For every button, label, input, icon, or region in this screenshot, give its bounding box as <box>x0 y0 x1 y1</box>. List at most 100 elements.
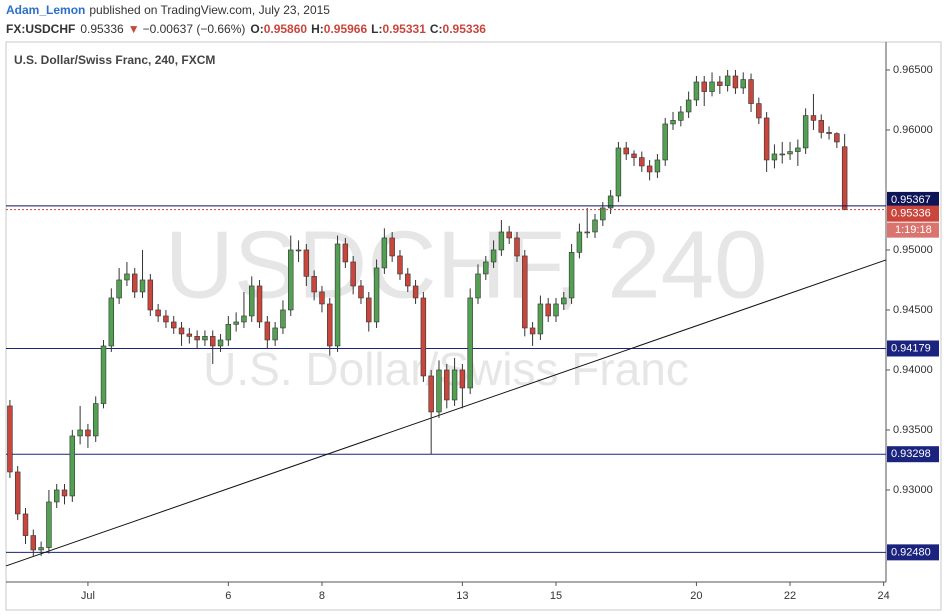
candle-body <box>717 81 723 86</box>
price-tag <box>887 205 939 222</box>
candle-body <box>748 79 754 104</box>
candle-body <box>756 103 762 119</box>
candle-body <box>802 115 809 149</box>
candle-body <box>100 345 107 404</box>
header-line: Adam_Lemon published on TradingView.com, … <box>6 3 330 17</box>
candle-body <box>77 429 83 437</box>
candle-body <box>249 285 255 317</box>
y-tick-label: 0.96000 <box>893 124 933 136</box>
candle-body <box>412 285 419 299</box>
candle-body <box>607 195 614 209</box>
symbol: FX:USDCHF <box>6 22 75 36</box>
candle-body <box>256 285 263 323</box>
candle-body <box>303 249 310 277</box>
author[interactable]: Adam_Lemon <box>6 3 85 17</box>
candle-body <box>22 513 29 536</box>
candle-body <box>46 501 52 548</box>
candle-body <box>459 369 466 389</box>
price-tag <box>887 544 939 561</box>
candle-body <box>740 79 746 89</box>
low: 0.95331 <box>382 22 426 36</box>
arrow: ▼ <box>128 22 140 36</box>
x-tick-label: 22 <box>784 590 796 602</box>
candle-body <box>217 339 224 347</box>
candle-body <box>451 369 458 401</box>
candle-body <box>69 435 76 497</box>
price-tag <box>887 446 939 463</box>
candle-body <box>600 207 606 221</box>
candle-body <box>506 231 512 239</box>
candle-body <box>498 231 505 251</box>
candle-body <box>639 157 645 167</box>
candle-body <box>272 327 278 341</box>
candle-body <box>771 153 778 161</box>
candle-body <box>529 327 536 335</box>
candle-body <box>662 123 668 161</box>
candle-body <box>763 117 770 161</box>
l-label: L: <box>371 22 382 36</box>
candle-body <box>334 243 341 347</box>
candle-body <box>795 147 801 152</box>
candle-body <box>14 471 21 515</box>
candle-body <box>178 327 185 335</box>
candle-body <box>779 153 785 156</box>
candle-body <box>444 369 450 401</box>
x-tick-label: 8 <box>319 590 325 602</box>
candle-body <box>202 336 208 341</box>
candle-body <box>514 237 520 257</box>
candle-body <box>139 279 146 293</box>
last: 0.95336 <box>80 22 124 36</box>
candle-body <box>288 249 294 311</box>
candle-body <box>319 291 325 305</box>
watermark-symbol: USDCHF, 240 <box>165 211 768 318</box>
chart-title: U.S. Dollar/Swiss Franc, 240, FXCM <box>14 53 215 67</box>
candle-body <box>615 147 622 197</box>
published: published on TradingView.com, July 23, 2… <box>89 3 330 17</box>
y-tick-label: 0.93500 <box>893 424 933 436</box>
price-tag-label: 0.92480 <box>891 546 931 558</box>
candle-body <box>701 81 707 92</box>
candle-body <box>381 237 388 269</box>
candle-body <box>646 165 653 173</box>
candle-body <box>732 75 739 89</box>
candle-body <box>787 151 793 155</box>
countdown: 1:19:18 <box>895 224 932 236</box>
price-tag-label: 0.95367 <box>891 194 931 206</box>
candle-body <box>155 309 161 317</box>
candle-body <box>116 279 122 299</box>
candle-body <box>7 405 13 473</box>
candle-body <box>38 547 44 551</box>
quote-line: FX:USDCHF 0.95336 ▼ −0.00637 (−0.66%) O:0.95… <box>6 22 486 36</box>
candle-body <box>678 111 684 121</box>
candle-body <box>163 315 169 323</box>
candle-body <box>483 261 489 275</box>
close: 0.95336 <box>443 22 487 36</box>
candle-body <box>561 297 567 305</box>
candle-body <box>194 336 200 341</box>
candle-body <box>592 219 598 233</box>
candle-body <box>420 297 427 377</box>
candle-body <box>724 75 731 86</box>
trend-line <box>5 259 887 567</box>
candle-body <box>841 146 848 210</box>
candle-body <box>108 297 115 347</box>
candle-body <box>405 273 411 287</box>
y-tick-label: 0.94000 <box>893 364 933 376</box>
x-tick-label: 24 <box>878 590 890 602</box>
candle-body <box>389 237 395 257</box>
price-tag <box>887 191 939 208</box>
candle-body <box>428 375 434 413</box>
candle-body <box>210 336 216 347</box>
y-tick-label: 0.95000 <box>893 244 933 256</box>
candle-body <box>818 120 824 133</box>
candle-body <box>623 147 629 155</box>
y-tick-label: 0.96500 <box>893 64 933 76</box>
change: −0.00637 (−0.66%) <box>143 22 246 36</box>
x-tick-label: 13 <box>456 590 468 602</box>
candle-body <box>241 315 247 323</box>
candle-body <box>826 132 832 134</box>
candle-body <box>366 297 372 323</box>
high: 0.95966 <box>324 22 368 36</box>
candle-body <box>311 276 317 293</box>
